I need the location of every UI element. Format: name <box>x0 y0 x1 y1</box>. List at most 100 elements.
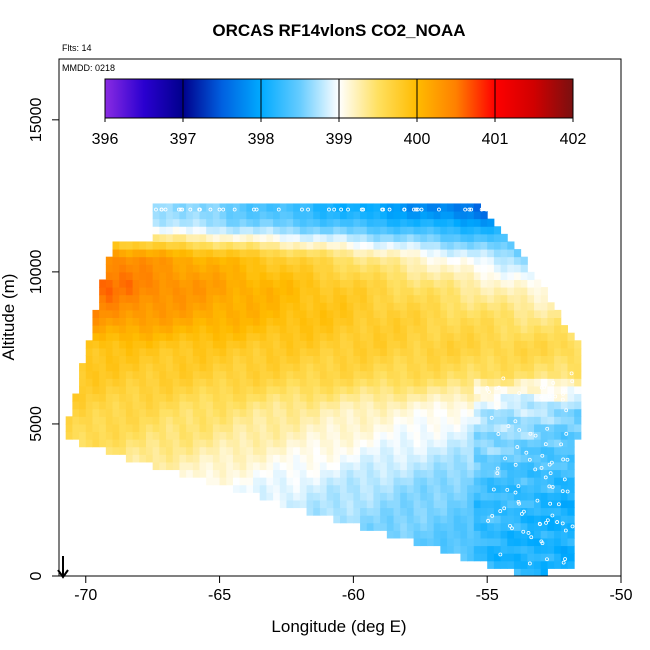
field-cell <box>467 332 475 341</box>
field-cell <box>493 446 502 455</box>
field-cell <box>353 241 361 250</box>
field-cell <box>219 454 227 463</box>
field-cell <box>313 203 321 212</box>
field-cell <box>467 325 475 334</box>
field-cell <box>145 393 154 402</box>
field-cell <box>333 370 341 379</box>
field-cell <box>125 378 134 387</box>
field-cell <box>293 416 301 425</box>
field-cell <box>527 287 535 296</box>
field-cell <box>119 317 127 326</box>
field-cell <box>340 477 348 486</box>
field-cell <box>480 347 488 357</box>
field-cell <box>279 401 287 410</box>
field-cell <box>105 423 114 433</box>
field-cell <box>306 241 314 250</box>
field-cell <box>299 378 308 387</box>
field-cell <box>112 401 120 410</box>
field-cell <box>467 264 475 273</box>
field-cell <box>406 499 415 509</box>
field-cell <box>500 507 508 516</box>
field-cell <box>346 507 354 516</box>
field-cell <box>346 370 354 379</box>
field-cell <box>293 302 301 311</box>
field-cell <box>340 332 348 341</box>
field-cell <box>313 492 321 501</box>
field-cell <box>239 355 247 364</box>
field-cell <box>253 408 261 417</box>
field-cell <box>166 249 174 258</box>
field-cell <box>279 461 287 471</box>
field-cell <box>540 408 548 417</box>
field-cell <box>480 439 488 448</box>
field-cell <box>159 431 167 440</box>
sample-point <box>402 207 407 212</box>
field-cell <box>353 332 361 341</box>
field-cell <box>480 477 488 486</box>
field-cell <box>406 439 415 448</box>
field-cell <box>520 401 528 410</box>
field-cell <box>453 279 461 288</box>
field-cell <box>393 340 401 349</box>
field-cell <box>206 211 214 220</box>
field-cell <box>105 401 114 410</box>
field-cell <box>366 317 374 326</box>
field-cell <box>527 439 535 448</box>
field-cell <box>360 393 368 402</box>
field-cell <box>206 271 214 280</box>
field-cell <box>560 347 568 357</box>
field-cell <box>105 271 114 280</box>
field-cell <box>420 233 428 242</box>
field-cell <box>554 347 562 357</box>
field-cell <box>166 439 174 448</box>
field-cell <box>400 492 408 501</box>
field-cell <box>440 431 448 440</box>
field-cell <box>152 226 160 235</box>
field-cell <box>219 469 227 478</box>
field-cell <box>286 370 294 379</box>
field-cell <box>366 477 374 486</box>
field-cell <box>192 461 200 471</box>
field-cell <box>145 264 154 273</box>
field-cell <box>253 317 261 326</box>
field-cell <box>219 416 227 425</box>
field-cell <box>125 431 134 440</box>
field-cell <box>426 507 435 516</box>
field-cell <box>520 469 528 478</box>
field-cell <box>286 492 294 501</box>
field-cell <box>239 454 247 463</box>
field-cell <box>259 355 267 364</box>
field-cell <box>406 469 415 478</box>
field-cell <box>319 439 328 448</box>
field-cell <box>326 256 334 265</box>
field-cell <box>413 469 421 478</box>
field-cell <box>145 378 154 387</box>
field-cell <box>239 332 247 341</box>
field-cell <box>340 461 348 471</box>
field-cell <box>507 515 515 524</box>
field-cell <box>520 264 528 273</box>
field-cell <box>574 355 582 364</box>
field-cell <box>473 553 481 562</box>
field-cell <box>206 416 214 425</box>
field-cell <box>139 439 147 448</box>
field-cell <box>560 408 568 417</box>
field-cell <box>232 347 241 357</box>
field-cell <box>433 530 441 539</box>
field-cell <box>326 271 334 280</box>
field-cell <box>239 218 247 227</box>
field-cell <box>326 302 334 311</box>
field-cell <box>567 423 575 433</box>
field-cell <box>105 332 114 341</box>
field-cell <box>306 378 314 387</box>
field-cell <box>273 446 281 455</box>
field-cell <box>139 393 147 402</box>
field-cell <box>206 347 214 357</box>
field-cell <box>253 446 261 455</box>
field-cell <box>353 325 361 334</box>
field-cell <box>206 454 214 463</box>
field-cell <box>152 218 160 227</box>
field-cell <box>166 385 174 395</box>
field-cell <box>380 477 388 486</box>
field-cell <box>406 454 415 463</box>
